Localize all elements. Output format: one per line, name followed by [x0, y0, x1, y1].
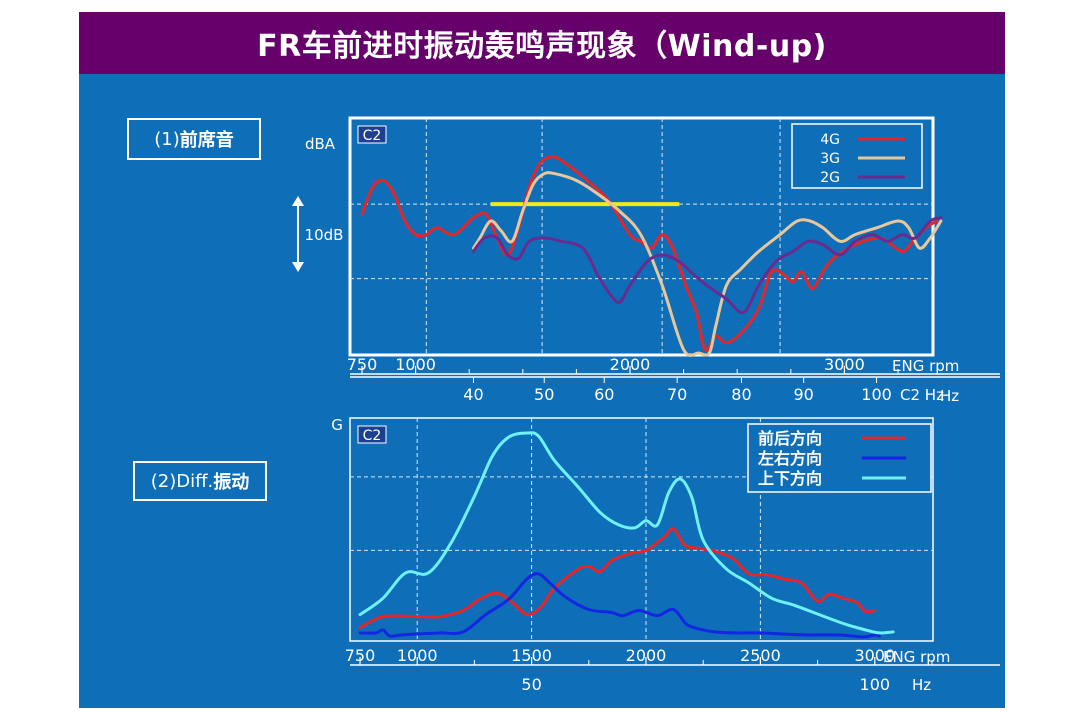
chart1-hz-tick-label-4: 70	[667, 385, 687, 404]
chart1-hz-tick-label-5: 80	[731, 385, 751, 404]
chart2-hz-tick-label-2: 100	[860, 675, 891, 694]
section2-label-main: 振动	[213, 472, 250, 493]
chart2-hz-axis-label: Hz	[912, 676, 931, 694]
chart2-hz-tick-label-1: 50	[521, 675, 541, 694]
chart2-rpm-tick-label-2: 1000	[397, 646, 438, 665]
chart1-hz-tick-label-7: 100	[861, 385, 892, 404]
chart1-hz-tick-label-3: 60	[594, 385, 614, 404]
chart1-rpm-axis-label: ENG rpm	[892, 357, 959, 375]
section1-label-prefix: (1)	[154, 128, 180, 150]
chart2-rpm-tick-label-1: 750	[345, 646, 376, 665]
chart2-rpm-tick-label-3: 1500	[511, 646, 552, 665]
chart1-badge-box	[357, 125, 387, 144]
chart1-series-line-2	[472, 171, 943, 357]
chart1-rpm-tick-label-1: 750	[347, 355, 378, 374]
section2-label: (2)Diff. 振动	[133, 461, 267, 501]
chart1-hz-unit: Hz	[940, 387, 959, 405]
chart1-rpm-tick-label-3: 2000	[610, 355, 651, 374]
chart1-badge: C2	[363, 128, 382, 144]
chart1-series-line-3	[472, 216, 943, 315]
chart1-series-line-1	[360, 155, 939, 352]
chart2-series-line-2	[358, 572, 881, 639]
chart2-badge-box	[357, 425, 387, 444]
chart2-legend-label-3: 上下方向	[758, 469, 822, 488]
chart2-series-line-1	[358, 527, 877, 630]
scale-arrow-down	[292, 262, 304, 272]
chart2-legend-label-2: 左右方向	[757, 449, 822, 468]
slide-title: FR车前进时振动轰鸣声现象（Wind-up)	[79, 12, 1005, 74]
chart1-ylabel: dBA	[305, 135, 336, 153]
chart2-legend-label-1: 前后方向	[758, 429, 822, 448]
chart1-hz-tick-label-2: 50	[534, 385, 554, 404]
scale-label: 10dB	[305, 226, 344, 244]
section1-label-main: 前席音	[179, 130, 234, 151]
chart2-ylabel: G	[331, 416, 343, 434]
chart1-legend-label-3: 2G	[820, 170, 840, 186]
chart2-rpm-axis-label: ENG rpm	[883, 648, 950, 666]
chart2-frame	[349, 417, 934, 642]
chart1-hz-axis-label: C2 Hz	[900, 386, 944, 404]
chart2-series-line-3	[358, 431, 895, 635]
chart1-hz-tick-label-1: 40	[463, 385, 483, 404]
chart2-badge: C2	[363, 428, 382, 444]
chart1-rpm-tick-label-4: 3000	[824, 355, 865, 374]
chart1-rpm-tick-label-2: 1000	[395, 355, 436, 374]
section2-label-prefix: (2)Diff.	[150, 470, 214, 492]
chart1-legend-label-2: 3G	[820, 151, 840, 167]
chart2-rpm-tick-label-4: 2000	[626, 646, 667, 665]
scale-arrow-up	[292, 196, 304, 206]
chart1-hz-tick-label-6: 90	[793, 385, 813, 404]
chart2-rpm-tick-label-5: 2500	[740, 646, 781, 665]
chart2-rpm-tick-label-6: 3000	[854, 646, 895, 665]
section1-label: (1) 前席音	[127, 118, 261, 160]
chart1-legend-label-1: 4G	[820, 132, 840, 148]
